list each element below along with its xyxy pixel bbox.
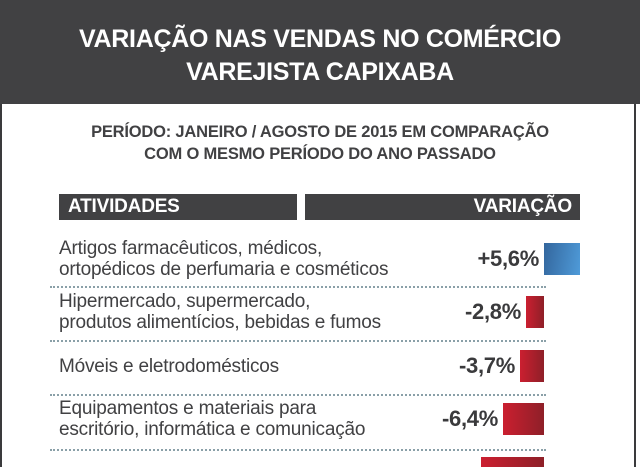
negative-bar: [520, 350, 544, 382]
col-header-variacao: VARIAÇÃO: [305, 194, 580, 220]
period-subtitle: PERÍODO: JANEIRO / AGOSTO DE 2015 EM COM…: [0, 121, 640, 165]
row-label-line: ortopédicos de perfumaria e cosméticos: [59, 259, 389, 280]
row-value: +5,6%: [477, 246, 540, 271]
table-row: Artigos farmacêuticos, médicos, ortopédic…: [0, 232, 640, 286]
dotted-separator: [50, 340, 546, 342]
row-label-line: Equipamentos e materiais para: [59, 398, 317, 419]
negative-bar: [526, 296, 544, 328]
row-label: Móveis e eletrodomésticos: [59, 339, 459, 393]
title-line-1: VARIAÇÃO NAS VENDAS NO COMÉRCIO: [79, 25, 561, 53]
row-label: Artigos farmacêuticos, médicos, ortopédic…: [59, 232, 459, 286]
table-row: Hipermercado, supermercado, produtos alim…: [0, 285, 640, 339]
row-label-line: Móveis e eletrodomésticos: [59, 355, 279, 377]
positive-bar: [544, 243, 580, 275]
row-label-line: escritório, informática e comunicação: [59, 419, 366, 440]
table-row: [0, 446, 640, 467]
header-banner: VARIAÇÃO NAS VENDAS NO COMÉRCIO VAREJIST…: [0, 0, 640, 104]
title-line-2: VAREJISTA CAPIXABA: [186, 58, 454, 86]
row-label-line: Hipermercado, supermercado,: [59, 291, 311, 312]
subtitle-line-2: COM O MESMO PERÍODO DO ANO PASSADO: [144, 145, 496, 163]
row-label: Equipamentos e materiais para escritório,…: [59, 392, 459, 446]
subtitle-line-1: PERÍODO: JANEIRO / AGOSTO DE 2015 EM COM…: [91, 123, 549, 141]
row-value: -3,7%: [459, 353, 515, 378]
row-label-line: produtos alimentícios, bebidas e fumos: [59, 312, 381, 333]
dotted-separator: [50, 286, 546, 288]
negative-bar: [503, 403, 544, 435]
dotted-separator: [50, 394, 546, 396]
frame-border-left: [0, 0, 2, 467]
row-value: -6,4%: [442, 406, 498, 431]
table-row: Móveis e eletrodomésticos -3,7%: [0, 339, 640, 393]
negative-bar: [481, 457, 544, 467]
frame-border-right: [634, 0, 636, 467]
row-label: Hipermercado, supermercado, produtos alim…: [59, 285, 459, 339]
dotted-separator: [50, 449, 546, 451]
col-header-atividades: ATIVIDADES: [59, 194, 297, 220]
row-value: -2,8%: [465, 299, 521, 324]
row-label-line: Artigos farmacêuticos, médicos,: [59, 238, 323, 259]
table-row: Equipamentos e materiais para escritório,…: [0, 392, 640, 446]
